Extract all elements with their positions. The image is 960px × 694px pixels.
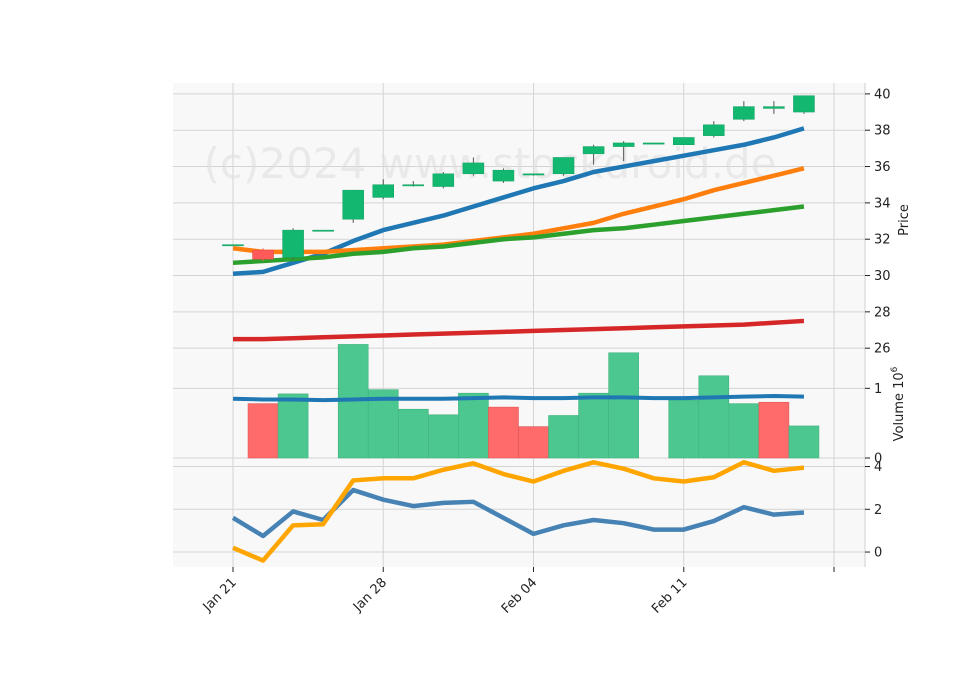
volume-bar	[488, 406, 519, 459]
price-y-label: 26	[874, 342, 891, 357]
price-y-label: 38	[874, 124, 891, 139]
volume-y-label: 1	[874, 382, 882, 397]
volume-moving-average	[232, 393, 804, 403]
indicator-y-label: 2	[874, 503, 882, 518]
volume-bar	[458, 392, 489, 459]
candle-body	[222, 244, 244, 247]
indicator-lines	[231, 460, 805, 563]
candle-body	[763, 106, 785, 109]
candle-body	[402, 184, 425, 187]
volume-bar	[277, 393, 309, 459]
candle-body	[372, 184, 394, 198]
x-tick-label: Feb 11	[649, 575, 691, 617]
x-tick-label: Feb 04	[499, 575, 541, 617]
price-moving-averages	[232, 126, 805, 342]
candle-body	[522, 173, 545, 176]
volume-bar	[397, 408, 429, 459]
price-y-label: 36	[874, 160, 891, 175]
volume-bar	[518, 426, 549, 459]
volume-bar	[578, 392, 609, 459]
candle-body	[642, 142, 665, 145]
candle-body	[582, 146, 605, 155]
price-y-label: 34	[874, 196, 891, 211]
candle-body	[733, 106, 755, 120]
x-tick-label: Jan 28	[350, 575, 390, 615]
candle-body	[793, 95, 815, 113]
volume-axis-label-group: Volume 106	[890, 366, 907, 441]
price-y-label: 28	[874, 305, 891, 320]
watermark-text: (c)2024 www.stockdroid.de	[204, 139, 777, 188]
price-y-label: 32	[874, 233, 891, 248]
panel-bg-0	[173, 83, 865, 350]
moving-average-line-4	[233, 318, 805, 342]
volume-bar	[367, 389, 399, 459]
candle-body	[282, 229, 304, 258]
candle-body	[612, 142, 635, 147]
price-y-label: 40	[874, 87, 891, 102]
volume-bar	[428, 414, 459, 459]
volume-bar	[758, 401, 790, 459]
volume-bar	[608, 352, 639, 459]
volume-bar	[788, 425, 820, 459]
volume-y-label: 0	[874, 452, 882, 467]
volume-bar	[728, 403, 760, 459]
candle-body	[492, 169, 515, 182]
candle-body	[462, 162, 485, 175]
price-axis-label: Price	[897, 204, 912, 236]
moving-average-line-3	[232, 204, 805, 266]
volume-bar	[668, 399, 700, 459]
indicator-y-label: 0	[874, 546, 882, 561]
candle-body	[673, 137, 695, 146]
candle-body	[552, 157, 575, 175]
volume-bar	[698, 375, 730, 459]
price-y-label: 30	[874, 269, 891, 284]
volume-axis-label: Volume 106	[890, 366, 907, 441]
volume-ma-line	[232, 393, 804, 403]
candlesticks	[222, 95, 815, 261]
x-tick-label: Jan 21	[200, 575, 240, 615]
indicator-y-label: 4	[874, 460, 882, 475]
moving-average-line-2	[232, 166, 805, 255]
candle-body	[312, 229, 334, 232]
volume-bars	[247, 344, 820, 459]
candle-body	[703, 124, 725, 136]
candle-body	[342, 189, 364, 220]
volume-bar	[247, 403, 279, 459]
candle-body	[432, 173, 455, 187]
indicator-line-2	[232, 460, 805, 563]
candle-body	[252, 249, 274, 260]
volume-bar	[548, 415, 579, 459]
